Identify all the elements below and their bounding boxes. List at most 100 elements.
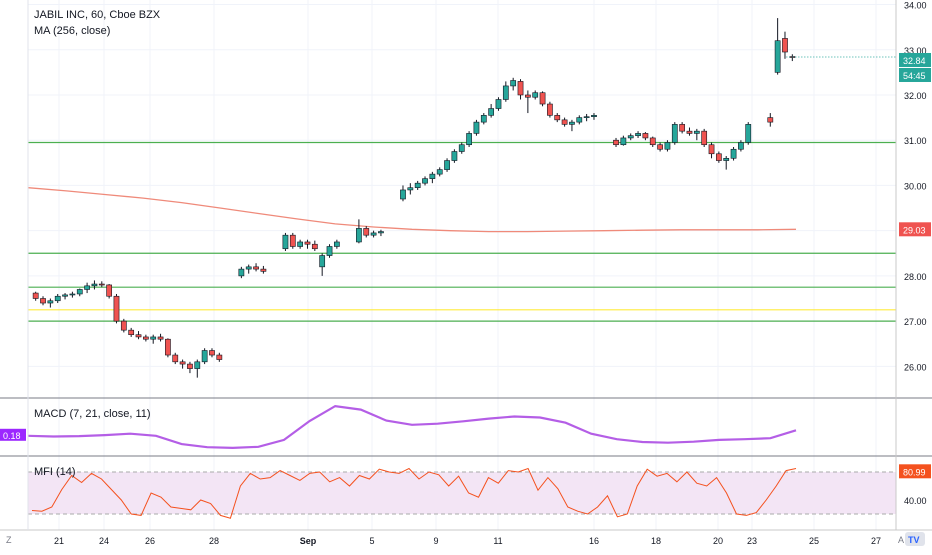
price-labels: 32.84 54:45 29.03 80.99 — [786, 52, 931, 479]
candle-down — [128, 329, 135, 335]
time-tick-label: 18 — [651, 536, 661, 546]
price-tick-label: 33.00 — [904, 46, 927, 56]
candle-up — [583, 116, 590, 118]
time-axis[interactable]: 21 24 26 28 Sep 5 9 11 16 18 20 23 25 27 — [54, 536, 881, 546]
ma-price-text: 29.03 — [903, 225, 926, 235]
candle-up — [69, 293, 76, 296]
candle-down — [260, 268, 267, 272]
candle-up — [422, 178, 428, 184]
candle-down — [157, 336, 164, 340]
macd-line — [27, 404, 797, 450]
candle-up — [532, 92, 539, 98]
candle-down — [547, 103, 553, 116]
candle-up — [326, 246, 333, 256]
bar-countdown-text: 54:45 — [903, 71, 926, 81]
candle-up — [635, 133, 641, 136]
time-tick-label: 25 — [809, 536, 819, 546]
candle-up — [774, 40, 781, 73]
candle-up — [671, 124, 678, 143]
candle-up — [238, 268, 245, 277]
candle-down — [113, 295, 120, 322]
candle-down — [363, 228, 370, 236]
candle-up — [400, 189, 406, 200]
candle-up — [502, 85, 509, 100]
axis-corner-right[interactable]: A — [898, 535, 904, 545]
candle-up — [378, 231, 384, 234]
time-tick-label: 27 — [871, 536, 881, 546]
time-tick-label: 21 — [54, 536, 64, 546]
candle-down — [304, 241, 311, 245]
candle-down — [686, 130, 693, 134]
candle-down — [98, 283, 105, 286]
time-tick-label: 24 — [99, 536, 109, 546]
candle-down — [708, 144, 715, 155]
candle-up — [54, 295, 61, 302]
candle-down — [524, 94, 531, 98]
mfi-legend[interactable]: MFI (14) — [34, 466, 76, 478]
macd-pane: 0.000.18 — [0, 404, 797, 450]
mfi-tick-label: 40.00 — [904, 496, 927, 506]
candle-up — [466, 133, 472, 146]
candle-up — [730, 148, 737, 159]
price-tick-label: 31.00 — [904, 136, 927, 146]
candle-up — [444, 160, 450, 170]
candle-up — [738, 142, 744, 150]
chart-title[interactable]: JABIL INC, 60, Cboe BZX — [34, 9, 161, 21]
candle-down — [767, 117, 774, 123]
candle-up — [282, 234, 289, 250]
candle-down — [135, 334, 142, 338]
candle-up — [664, 142, 671, 150]
candle-down — [657, 144, 663, 150]
price-tick-label: 26.00 — [904, 362, 927, 372]
candle-down — [289, 234, 296, 247]
ma-price-badge — [899, 222, 931, 237]
time-tick-label: 23 — [747, 536, 757, 546]
candle-up — [510, 80, 517, 87]
candle-up — [480, 115, 487, 123]
candle-down — [172, 354, 179, 363]
axis-corner-left[interactable]: Z — [6, 535, 12, 545]
tradingview-logo: TV — [905, 532, 925, 546]
last-price-text: 32.84 — [903, 56, 926, 66]
candle-down — [679, 124, 686, 132]
candle-up — [495, 99, 502, 109]
candle-down — [142, 336, 149, 340]
candle-up — [745, 124, 752, 143]
candle-up — [319, 255, 326, 268]
candle-up — [488, 108, 495, 116]
candles — [32, 18, 796, 378]
last-price-badge — [899, 52, 931, 67]
ma-256-line — [27, 187, 797, 233]
ma-legend[interactable]: MA (256, close) — [34, 25, 110, 37]
candle-down — [539, 92, 546, 105]
candle-up — [91, 283, 98, 287]
price-tick-label: 34.00 — [904, 1, 927, 11]
time-tick-label: 26 — [145, 536, 155, 546]
candle-down — [517, 81, 524, 96]
mfi-pane: 40.00 — [28, 467, 927, 519]
candle-down — [106, 284, 113, 297]
candle-down — [701, 130, 708, 146]
candle-down — [165, 338, 171, 356]
candle-down — [253, 266, 259, 270]
candle-up — [194, 361, 201, 369]
candle-down — [40, 298, 46, 304]
candle-down — [613, 139, 619, 146]
bar-countdown-badge — [899, 67, 931, 82]
candle-up — [150, 336, 157, 340]
candle-down — [715, 153, 722, 161]
candle-up — [414, 182, 421, 188]
time-tick-label: 16 — [589, 536, 599, 546]
candle-down — [554, 115, 561, 121]
candle-up — [627, 135, 634, 139]
candle-up — [297, 241, 304, 247]
candle-up — [458, 144, 465, 152]
candle-up — [591, 115, 597, 117]
macd-legend[interactable]: MACD (7, 21, close, 11) — [34, 408, 151, 420]
candle-up — [201, 350, 208, 363]
candle-up — [576, 117, 583, 123]
candle-up — [245, 266, 252, 270]
mfi-band-fill — [28, 472, 896, 514]
